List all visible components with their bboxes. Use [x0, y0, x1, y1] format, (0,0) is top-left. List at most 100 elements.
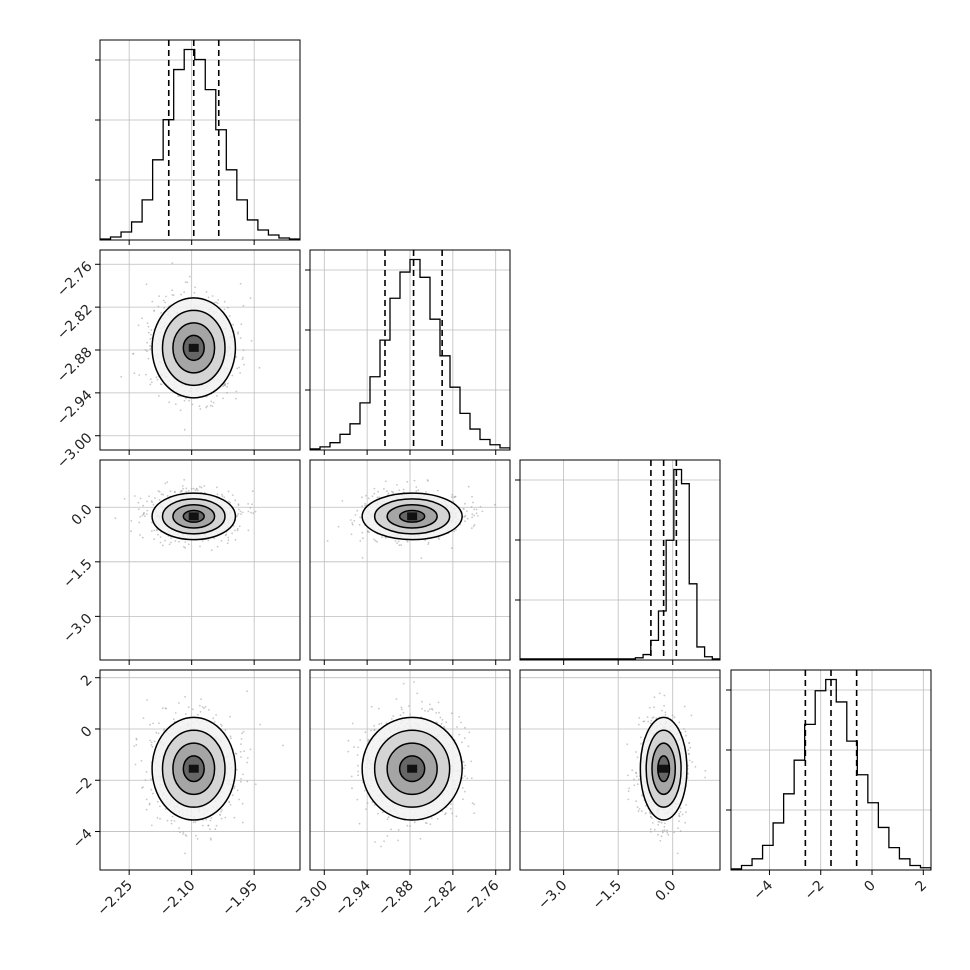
density-peak	[188, 343, 199, 352]
scatter-point	[171, 262, 174, 264]
scatter-point	[201, 706, 204, 708]
scatter-point	[145, 373, 147, 376]
scatter-point	[241, 802, 244, 805]
scatter-point	[209, 404, 212, 407]
scatter-point	[464, 764, 466, 767]
scatter-point	[464, 514, 467, 517]
scatter-point	[149, 338, 152, 340]
scatter-point	[150, 500, 153, 502]
scatter-point	[466, 517, 469, 520]
y-tick-label: 2	[78, 672, 96, 690]
scatter-point	[239, 337, 242, 339]
scatter-point	[398, 544, 401, 547]
scatter-point	[224, 382, 226, 385]
scatter-point	[138, 374, 141, 376]
scatter-point	[183, 400, 186, 402]
scatter-point	[237, 503, 240, 506]
scatter-point	[164, 301, 167, 304]
scatter-point	[400, 544, 403, 546]
scatter-point	[370, 729, 372, 732]
scatter-point	[363, 789, 366, 792]
scatter-point	[145, 771, 148, 773]
scatter-point	[139, 534, 141, 536]
scatter-point	[156, 800, 159, 803]
scatter-point	[235, 390, 238, 393]
scatter-point	[235, 768, 238, 771]
scatter-point	[201, 540, 204, 542]
scatter-point	[473, 514, 476, 517]
scatter-point	[153, 538, 156, 540]
scatter-point	[377, 707, 380, 710]
scatter-point	[188, 399, 190, 402]
scatter-point	[153, 740, 156, 743]
scatter-point	[223, 384, 226, 387]
scatter-point	[402, 711, 405, 714]
scatter-point	[373, 492, 376, 495]
scatter-point	[210, 400, 213, 403]
contour-line	[161, 309, 226, 387]
scatter-point	[152, 792, 154, 795]
scatter-point	[142, 717, 145, 719]
scatter-point	[158, 295, 161, 297]
scatter-point	[224, 729, 227, 731]
scatter-point	[236, 529, 239, 532]
scatter-point	[170, 541, 172, 544]
scatter-point	[187, 543, 190, 546]
scatter-point	[139, 497, 142, 500]
scatter-point	[174, 491, 176, 494]
scatter-point	[473, 508, 476, 511]
contour-line	[151, 492, 237, 541]
scatter-point	[220, 540, 223, 542]
scatter-point	[341, 500, 344, 502]
scatter-point	[419, 837, 422, 840]
scatter-point	[413, 821, 416, 824]
scatter-point	[215, 714, 218, 716]
scatter-point	[373, 729, 375, 732]
scatter-point	[208, 709, 210, 711]
scatter-point	[150, 381, 153, 384]
scatter-point	[148, 495, 151, 498]
scatter-point	[146, 513, 148, 515]
scatter-point	[159, 536, 162, 538]
x-tick-label: −2.25	[94, 878, 136, 920]
scatter-point	[164, 707, 167, 709]
scatter-point	[154, 497, 156, 499]
scatter-point	[230, 737, 232, 740]
scatter-point	[239, 372, 242, 374]
scatter-point	[435, 712, 438, 714]
scatter-point	[172, 294, 175, 296]
panel-frame	[99, 39, 301, 241]
scatter-point	[397, 540, 400, 543]
histogram-step-line	[100, 48, 300, 240]
scatter-point	[236, 527, 239, 530]
scatter-point	[430, 817, 433, 820]
scatter-point	[205, 291, 208, 293]
scatter-point	[223, 300, 226, 303]
scatter-point	[258, 366, 261, 369]
contour-line	[361, 492, 463, 541]
scatter-point	[196, 489, 199, 492]
scatter-point	[139, 516, 142, 518]
scatter-point	[179, 491, 182, 493]
panel-3-2: −3.0 −1.5 0.0	[519, 669, 721, 913]
scatter-point	[150, 778, 152, 781]
scatter-point	[376, 540, 378, 543]
scatter-point	[147, 325, 150, 328]
scatter-point	[216, 394, 218, 397]
scatter-point	[180, 293, 183, 296]
contour-line	[182, 755, 205, 783]
scatter-point	[155, 529, 158, 531]
scatter-point	[649, 815, 652, 818]
scatter-point	[120, 375, 123, 378]
y-tick-label: −2.94	[54, 387, 96, 429]
scatter-point	[216, 302, 219, 305]
scatter-point	[198, 405, 201, 408]
scatter-point	[159, 383, 162, 385]
scatter-point	[172, 718, 175, 721]
scatter-point	[357, 770, 360, 773]
scatter-point	[150, 741, 153, 744]
scatter-point	[429, 703, 431, 706]
scatter-point	[234, 499, 237, 502]
scatter-point	[158, 395, 160, 397]
scatter-point	[364, 731, 367, 734]
